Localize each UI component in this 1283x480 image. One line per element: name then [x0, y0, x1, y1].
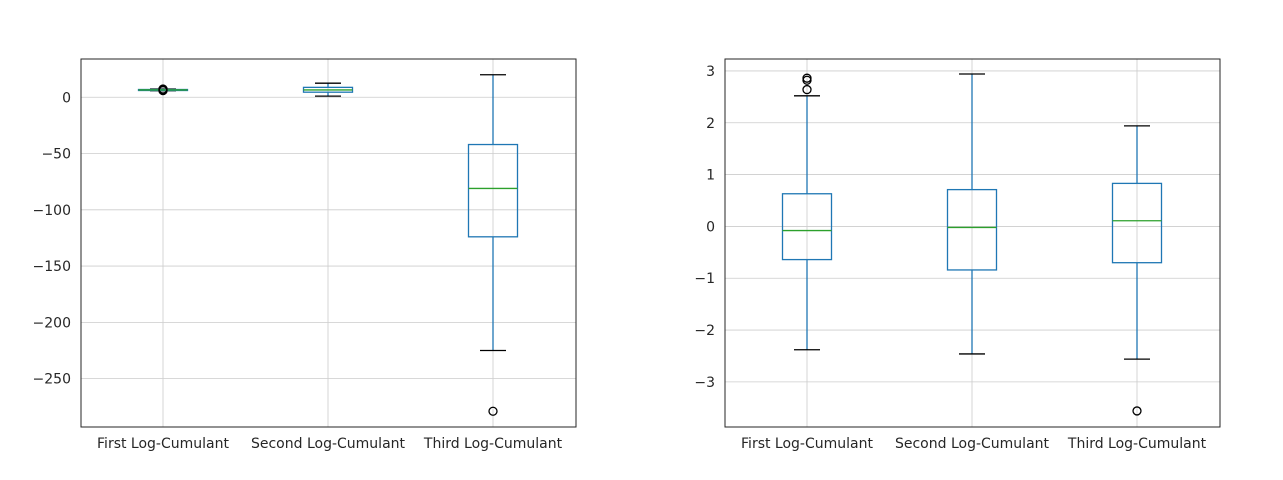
box-iqr	[1111, 182, 1163, 264]
box-group	[137, 84, 189, 96]
y-tick-label: −250	[33, 372, 71, 388]
y-tick-label: −150	[33, 259, 71, 275]
box-group	[781, 73, 833, 351]
y-tick-label: −200	[33, 315, 71, 331]
axes-frame	[80, 58, 577, 428]
y-tick-label: 2	[706, 116, 715, 132]
axes-frame	[724, 58, 1221, 428]
y-tick-label: −2	[694, 323, 715, 339]
y-tick-label: −3	[694, 375, 715, 391]
box-group	[946, 73, 998, 355]
outlier-point	[158, 85, 168, 96]
y-tick-label: 3	[706, 64, 715, 80]
box-group	[1111, 125, 1163, 416]
x-tick-label: Second Log-Cumulant	[251, 436, 406, 452]
x-tick-label: First Log-Cumulant	[97, 436, 229, 452]
outlier-point	[1132, 406, 1142, 416]
x-tick-label: First Log-Cumulant	[741, 436, 873, 452]
left-boxplot-panel: 0 −50 −100 −150 −200 −250 First Log-Cumulant Se…	[33, 58, 577, 452]
box-iqr	[467, 143, 519, 238]
right-boxplot-panel: 3 2 1 0 −1 −2 −3 First Log-Cumulant Second Log-C…	[694, 58, 1221, 452]
x-tick-label: Third Log-Cumulant	[1067, 436, 1207, 452]
box-group	[467, 74, 519, 416]
y-tick-label: 0	[706, 219, 715, 235]
box-iqr	[946, 188, 998, 271]
x-tick-label: Second Log-Cumulant	[895, 436, 1050, 452]
outlier-point	[802, 84, 812, 95]
box-group	[302, 82, 354, 97]
y-tick-label: −100	[33, 203, 71, 219]
x-tick-label: Third Log-Cumulant	[423, 436, 563, 452]
outlier-point	[488, 406, 498, 416]
y-tick-label: 1	[706, 168, 715, 184]
y-tick-label: −50	[41, 147, 71, 163]
outlier-point	[802, 75, 812, 85]
y-tick-label: −1	[694, 271, 715, 287]
box-iqr	[781, 193, 833, 261]
y-tick-label: 0	[62, 90, 71, 106]
